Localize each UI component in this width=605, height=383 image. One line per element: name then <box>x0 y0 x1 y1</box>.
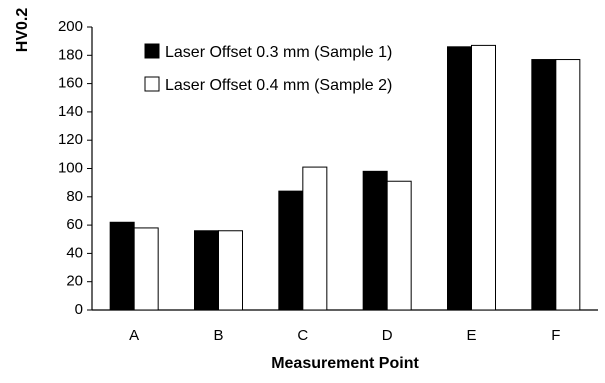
x-tick-label: B <box>213 327 223 344</box>
bar-series-2-A <box>133 227 159 311</box>
legend-label-series-1: Laser Offset 0.3 mm (Sample 1) <box>165 44 392 61</box>
bar-series-2-B <box>218 230 243 311</box>
y-tick-label: 200 <box>58 18 83 35</box>
x-tick-label: C <box>297 327 308 344</box>
y-tick-label: 20 <box>66 273 83 290</box>
bars <box>109 44 581 311</box>
y-axis-title: HV0.2 <box>14 8 31 53</box>
legend-swatch-series-2 <box>144 76 160 92</box>
x-axis-title: Measurement Point <box>271 355 419 372</box>
y-tick-label: 160 <box>58 75 83 92</box>
y-tick-label: 100 <box>58 159 83 176</box>
bar-series-2-D <box>386 180 412 311</box>
bar-series-1-F <box>531 59 557 311</box>
y-tick-label: 180 <box>58 46 83 63</box>
x-tick-label: F <box>551 327 560 344</box>
y-tick-label: 140 <box>58 103 83 120</box>
y-tick-label: 120 <box>58 131 83 148</box>
bar-series-1-A <box>109 221 135 311</box>
y-tick-label: 60 <box>66 216 83 233</box>
legend-label-series-2: Laser Offset 0.4 mm (Sample 2) <box>165 77 392 94</box>
x-tick-label: A <box>129 327 139 344</box>
bar-series-2-C <box>302 166 328 311</box>
axes <box>91 27 598 311</box>
bar-series-1-C <box>278 190 304 311</box>
y-tick-label: 40 <box>66 244 83 261</box>
legend: Laser Offset 0.3 mm (Sample 1) Laser Off… <box>144 43 392 94</box>
y-axis-ticks: 0 20 40 60 80 100 120 140 160 180 200 <box>58 18 92 318</box>
bar-series-1-B <box>194 230 219 311</box>
x-tick-label: E <box>466 327 476 344</box>
bar-series-2-F <box>555 59 581 311</box>
bar-series-1-E <box>447 46 472 311</box>
x-tick-label: D <box>382 327 393 344</box>
y-tick-label: 80 <box>66 188 83 205</box>
y-tick-label: 0 <box>75 301 83 318</box>
bar-series-1-D <box>362 170 388 311</box>
x-axis-tick-labels: A B C D E F <box>129 327 560 344</box>
bar-series-2-E <box>471 44 496 311</box>
legend-swatch-series-1 <box>144 43 160 59</box>
